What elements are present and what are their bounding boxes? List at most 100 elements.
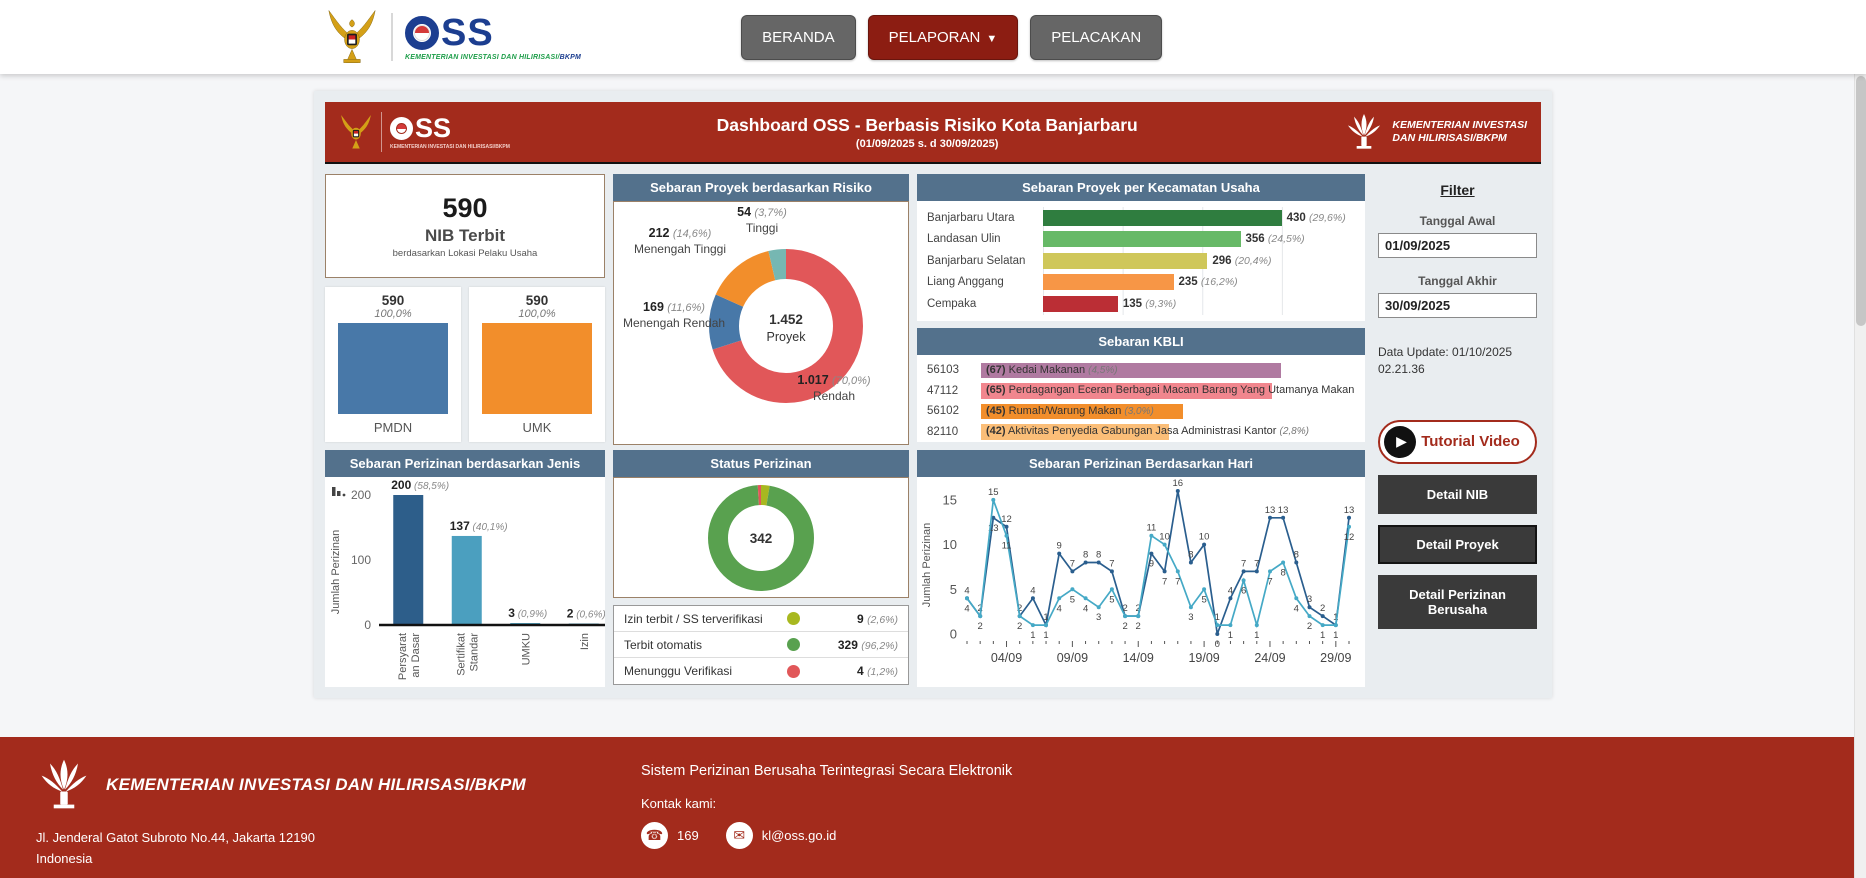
bar-mark[interactable]: [482, 323, 592, 414]
data-point[interactable]: [1004, 524, 1009, 529]
data-point[interactable]: [1268, 515, 1272, 520]
data-point[interactable]: [1215, 632, 1220, 636]
donut-segment-menengah-rendah[interactable]: [709, 249, 863, 403]
data-point[interactable]: [1044, 623, 1048, 628]
data-point[interactable]: [1030, 596, 1035, 601]
data-point[interactable]: [1162, 569, 1167, 574]
data-point[interactable]: [1215, 623, 1220, 628]
data-point[interactable]: [1188, 560, 1193, 565]
data-point[interactable]: [1347, 524, 1351, 529]
data-point[interactable]: [1175, 489, 1180, 493]
data-point[interactable]: [1294, 596, 1299, 601]
bar-mark[interactable]: [451, 535, 482, 625]
nav-pelacakan-button[interactable]: PELACAKAN: [1030, 14, 1163, 60]
data-point[interactable]: [978, 614, 983, 619]
x-category-label: UMKU: [520, 633, 532, 665]
end-date-input[interactable]: [1378, 293, 1537, 318]
data-point[interactable]: [1109, 587, 1114, 592]
legend-row[interactable]: Menunggu Verifikasi 4 (1,2%): [614, 658, 908, 684]
data-point[interactable]: [1268, 569, 1272, 574]
data-point[interactable]: [1136, 614, 1141, 619]
bar-mark[interactable]: (45) Rumah/Warung Makan (3,0%): [981, 403, 1183, 419]
data-point[interactable]: [1188, 605, 1193, 610]
tutorial-video-button[interactable]: ▶ Tutorial Video: [1378, 419, 1537, 464]
data-point[interactable]: [1057, 551, 1062, 556]
data-point[interactable]: [1017, 614, 1022, 619]
line-series-dark_blue[interactable]: [966, 490, 1350, 635]
nav-beranda-button[interactable]: BERANDA: [741, 14, 856, 60]
data-point[interactable]: [1096, 560, 1101, 565]
bar-mark[interactable]: (42) Aktivitas Penyedia Gabungan Jasa Ad…: [981, 424, 1309, 440]
data-point[interactable]: [1241, 578, 1246, 583]
bar-mark[interactable]: [393, 495, 424, 625]
phone-number[interactable]: 169: [677, 828, 699, 843]
data-point[interactable]: [1149, 533, 1154, 538]
scrollbar-thumb[interactable]: [1856, 76, 1866, 326]
bar-mark[interactable]: [338, 323, 448, 414]
data-point[interactable]: [1320, 623, 1325, 628]
legend-row[interactable]: Terbit otomatis 329 (96,2%): [614, 632, 908, 658]
data-point[interactable]: [1083, 560, 1088, 565]
footer-contact-label: Kontak kami:: [641, 796, 717, 811]
bar-mark[interactable]: [1043, 231, 1241, 248]
data-point[interactable]: [991, 497, 996, 502]
donut-segment-terbit-otomatis[interactable]: [708, 485, 814, 591]
data-point[interactable]: [1241, 569, 1246, 574]
data-point[interactable]: [1030, 623, 1035, 628]
data-point[interactable]: [1162, 542, 1167, 547]
svg-text:0: 0: [1215, 639, 1220, 650]
x-category-label: Sertifikat: [455, 633, 467, 676]
data-point[interactable]: [1347, 515, 1351, 520]
data-point[interactable]: [1281, 515, 1286, 520]
bar-mark[interactable]: [1043, 209, 1282, 226]
data-point[interactable]: [1281, 560, 1286, 565]
data-point[interactable]: [1149, 551, 1154, 556]
data-point[interactable]: [1175, 569, 1180, 574]
detail-nib-button[interactable]: Detail NIB: [1378, 474, 1537, 514]
kecamatan-label: Banjarbaru Selatan: [927, 254, 1026, 267]
data-point[interactable]: [1004, 533, 1009, 538]
detail-perizinan-button[interactable]: Detail Perizinan Berusaha: [1378, 574, 1537, 629]
svg-text:9: 9: [1149, 559, 1154, 570]
data-point[interactable]: [1123, 614, 1128, 619]
data-point[interactable]: [1057, 596, 1062, 601]
email-address[interactable]: kl@oss.go.id: [761, 828, 837, 843]
data-point[interactable]: [1096, 605, 1101, 610]
data-point[interactable]: [1307, 614, 1312, 619]
sort-icon[interactable]: [332, 487, 346, 497]
data-point[interactable]: [1320, 614, 1325, 619]
donut-center-label: Proyek: [767, 330, 807, 344]
data-point[interactable]: [1109, 569, 1114, 574]
kecamatan-row: Landasan Ulin 356 (24,5%): [917, 228, 1365, 250]
data-point[interactable]: [1333, 623, 1338, 628]
nav-pelaporan-button[interactable]: PELAPORAN ▼: [867, 14, 1019, 60]
data-point[interactable]: [1202, 587, 1207, 592]
bar-mark[interactable]: [1043, 252, 1208, 269]
data-point[interactable]: [1307, 605, 1312, 610]
donut-segment-tinggi[interactable]: [709, 249, 863, 403]
bar-mark[interactable]: (67) Kedai Makanan (4,5%): [981, 362, 1282, 378]
page-title: Dashboard OSS - Berbasis Risiko Kota Ban…: [716, 114, 1138, 135]
data-point[interactable]: [1070, 587, 1075, 592]
data-point[interactable]: [1228, 623, 1233, 628]
data-point[interactable]: [1083, 596, 1088, 601]
data-point[interactable]: [991, 515, 996, 520]
data-point[interactable]: [965, 596, 969, 601]
donut-segment-menunggu-verifikasi[interactable]: [708, 485, 814, 591]
data-point[interactable]: [1228, 596, 1233, 601]
data-point[interactable]: [1294, 560, 1299, 565]
data-point[interactable]: [1202, 542, 1207, 547]
bar-mark[interactable]: (65) Perdagangan Eceran Berbagai Macam B…: [981, 383, 1354, 399]
bar-mark[interactable]: [1043, 295, 1118, 312]
data-point[interactable]: [1070, 569, 1075, 574]
scrollbar[interactable]: [1854, 0, 1866, 878]
line-series-light_blue[interactable]: [966, 499, 1350, 629]
bar-mark[interactable]: [1043, 274, 1174, 291]
data-point[interactable]: [1254, 623, 1259, 628]
start-date-input[interactable]: [1378, 233, 1537, 258]
svg-text:8: 8: [1294, 550, 1299, 561]
x-tick-label: 29/09: [1320, 651, 1351, 665]
detail-proyek-button[interactable]: Detail Proyek: [1378, 524, 1537, 564]
legend-row[interactable]: Izin terbit / SS terverifikasi 9 (2,6%): [614, 606, 908, 632]
data-point[interactable]: [1254, 569, 1259, 574]
